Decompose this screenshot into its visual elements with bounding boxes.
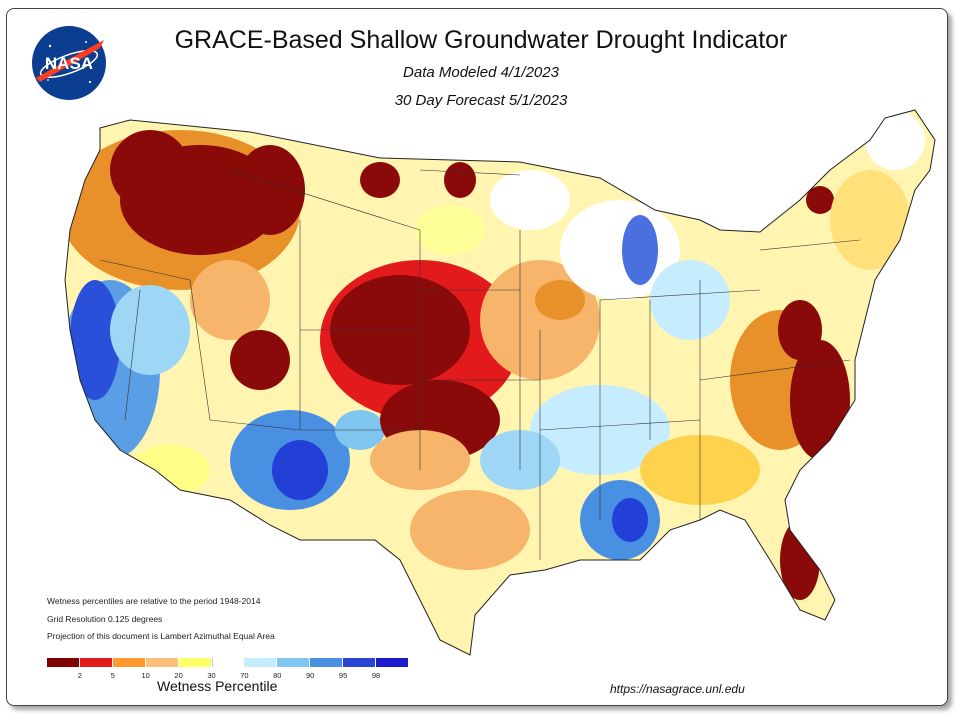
legend-tick-label: 98 (371, 671, 381, 680)
legend-tick-label: 5 (110, 671, 115, 680)
note-projection: Projection of this document is Lambert A… (47, 631, 275, 641)
legend-label: Wetness Percentile (157, 678, 278, 694)
legend-swatch (47, 658, 79, 667)
page-title: GRACE-Based Shallow Groundwater Drought … (174, 26, 788, 54)
nasa-logo-text: NASA (45, 54, 93, 73)
legend-tick-label: 10 (141, 671, 150, 680)
forecast-date: 30 Day Forecast 5/1/2023 (394, 92, 568, 109)
legend-swatch (376, 658, 408, 667)
legend-swatch (343, 658, 376, 667)
legend-swatch (277, 658, 310, 667)
legend-tick-label: 30 (207, 671, 216, 680)
note-resolution: Grid Resolution 0.125 degrees (47, 614, 163, 624)
note-period: Wetness percentiles are relative to the … (47, 596, 261, 606)
data-modeled-date: Data Modeled 4/1/2023 (403, 64, 559, 81)
legend-swatch (244, 658, 277, 667)
legend-swatch (211, 658, 245, 667)
source-url: https://nasagrace.unl.edu (610, 682, 745, 696)
legend-tick-label: 80 (273, 671, 282, 680)
nasa-logo: NASA (32, 26, 106, 100)
legend-swatch (310, 658, 343, 667)
legend-swatch (145, 658, 178, 667)
legend-tick-label: 2 (77, 671, 82, 680)
legend-tick-label: 20 (174, 671, 183, 680)
legend-swatch (79, 658, 112, 667)
legend-tick-label: 70 (240, 671, 249, 680)
legend-swatch (178, 658, 211, 667)
legend-swatch (112, 658, 145, 667)
legend-tick-label: 90 (306, 671, 315, 680)
legend-tick-label: 95 (338, 671, 348, 680)
